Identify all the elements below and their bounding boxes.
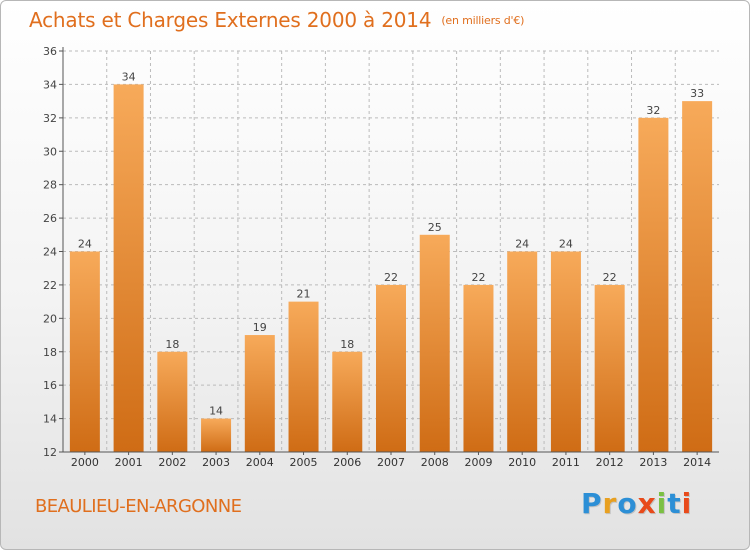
chart-title: Achats et Charges Externes 2000 à 2014 (e… [29,8,524,32]
chart-unit: (en milliers d'€) [441,14,525,27]
x-tick-label: 2001 [115,456,143,469]
x-tick-label: 2005 [290,456,318,469]
place-name: BEAULIEU-EN-ARGONNE [35,496,242,517]
logo-letter: o [617,487,638,520]
x-tick-label: 2013 [639,456,667,469]
bar-value-label: 34 [122,70,136,83]
bar-value-label: 24 [559,238,573,251]
bar-2000 [69,251,100,452]
bar-value-label: 19 [253,321,267,334]
bar-value-label: 22 [603,271,617,284]
bar-value-label: 24 [78,238,92,251]
x-tick-label: 2003 [202,456,230,469]
logo-letter: x [637,487,657,520]
y-tick-label: 34 [43,78,57,91]
x-tick-label: 2010 [508,456,536,469]
y-tick-label: 14 [43,413,57,426]
bar-2007 [376,284,406,452]
x-tick-label: 2004 [246,456,274,469]
bar-2001 [113,84,144,453]
axes [59,47,719,455]
bar-2009 [463,284,494,452]
y-tick-label: 12 [43,446,57,459]
bar-2003 [201,418,232,452]
x-tick-label: 2007 [377,456,405,469]
logo-letter: P [581,487,603,520]
x-tick-label: 2011 [552,456,580,469]
x-tick-label: 2002 [158,456,186,469]
bars [69,84,713,453]
x-tick-label: 2006 [333,456,361,469]
bar-2012 [594,284,625,452]
y-tick-label: 26 [43,212,57,225]
x-tick-label: 2000 [71,456,99,469]
x-tick-label: 2008 [421,456,449,469]
logo-letter: i [656,487,668,520]
bar-2008 [419,234,450,452]
y-tick-label: 22 [43,279,57,292]
labels: 12 14 16 18 20 22 24 26 28 30 32 34 36 24 2000 34 2001 18… [43,45,711,469]
bar-2014 [682,101,713,452]
logo-letter: t [667,487,682,520]
y-tick-label: 20 [43,312,57,325]
bar-2004 [244,335,275,452]
bar-2002 [157,351,188,452]
bar-2010 [507,251,538,452]
x-tick-label: 2009 [464,456,492,469]
bar-value-label: 22 [384,271,398,284]
logo-letter: r [602,487,618,520]
x-tick-label: 2012 [596,456,624,469]
chart-title-text: Achats et Charges Externes 2000 à 2014 [29,8,432,32]
y-tick-label: 28 [43,179,57,192]
bar-value-label: 21 [297,288,311,301]
y-tick-label: 30 [43,145,57,158]
bar-2006 [332,351,363,452]
proxiti-logo: Proxiti [581,487,692,520]
bar-value-label: 25 [428,221,442,234]
bar-value-label: 14 [209,405,223,418]
bar-value-label: 33 [690,87,704,100]
bar-2013 [638,117,669,452]
x-tick-label: 2014 [683,456,711,469]
y-tick-label: 36 [43,45,57,58]
bar-value-label: 32 [646,104,660,117]
bar-2011 [550,251,581,452]
y-tick-label: 32 [43,112,57,125]
y-tick-label: 16 [43,379,57,392]
logo-letter: i [681,487,693,520]
bar-value-label: 22 [471,271,485,284]
y-tick-label: 24 [43,246,57,259]
bar-value-label: 18 [340,338,354,351]
bar-2005 [288,301,319,452]
bar-value-label: 24 [515,238,529,251]
y-tick-label: 18 [43,346,57,359]
bar-value-label: 18 [165,338,179,351]
